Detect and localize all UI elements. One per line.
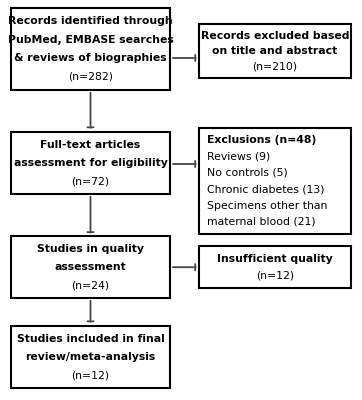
Text: (n=12): (n=12) (71, 370, 110, 380)
Text: (n=24): (n=24) (71, 280, 110, 290)
FancyBboxPatch shape (11, 326, 170, 388)
Text: Records excluded based: Records excluded based (201, 31, 349, 41)
Text: Exclusions (n=48): Exclusions (n=48) (207, 135, 316, 145)
Text: maternal blood (21): maternal blood (21) (207, 217, 316, 227)
Text: Chronic diabetes (13): Chronic diabetes (13) (207, 184, 325, 194)
FancyBboxPatch shape (11, 132, 170, 194)
FancyBboxPatch shape (199, 24, 351, 78)
Text: (n=282): (n=282) (68, 72, 113, 82)
Text: & reviews of biographies: & reviews of biographies (14, 53, 167, 63)
Text: Studies in quality: Studies in quality (37, 244, 144, 254)
Text: Records identified through: Records identified through (8, 16, 173, 26)
FancyBboxPatch shape (199, 128, 351, 234)
Text: Insufficient quality: Insufficient quality (217, 254, 333, 264)
Text: on title and abstract: on title and abstract (212, 46, 338, 56)
Text: Specimens other than: Specimens other than (207, 200, 328, 210)
Text: (n=12): (n=12) (256, 270, 294, 280)
Text: Reviews (9): Reviews (9) (207, 152, 270, 162)
Text: assessment for eligibility: assessment for eligibility (13, 158, 168, 168)
Text: assessment: assessment (55, 262, 126, 272)
Text: No controls (5): No controls (5) (207, 168, 288, 178)
Text: (n=210): (n=210) (253, 61, 298, 71)
Text: Full-text articles: Full-text articles (41, 140, 140, 150)
FancyBboxPatch shape (11, 236, 170, 298)
Text: review/meta-analysis: review/meta-analysis (25, 352, 156, 362)
Text: PubMed, EMBASE searches: PubMed, EMBASE searches (8, 35, 173, 45)
FancyBboxPatch shape (11, 8, 170, 90)
Text: Studies included in final: Studies included in final (17, 334, 164, 344)
FancyBboxPatch shape (199, 246, 351, 288)
Text: (n=72): (n=72) (71, 176, 110, 186)
